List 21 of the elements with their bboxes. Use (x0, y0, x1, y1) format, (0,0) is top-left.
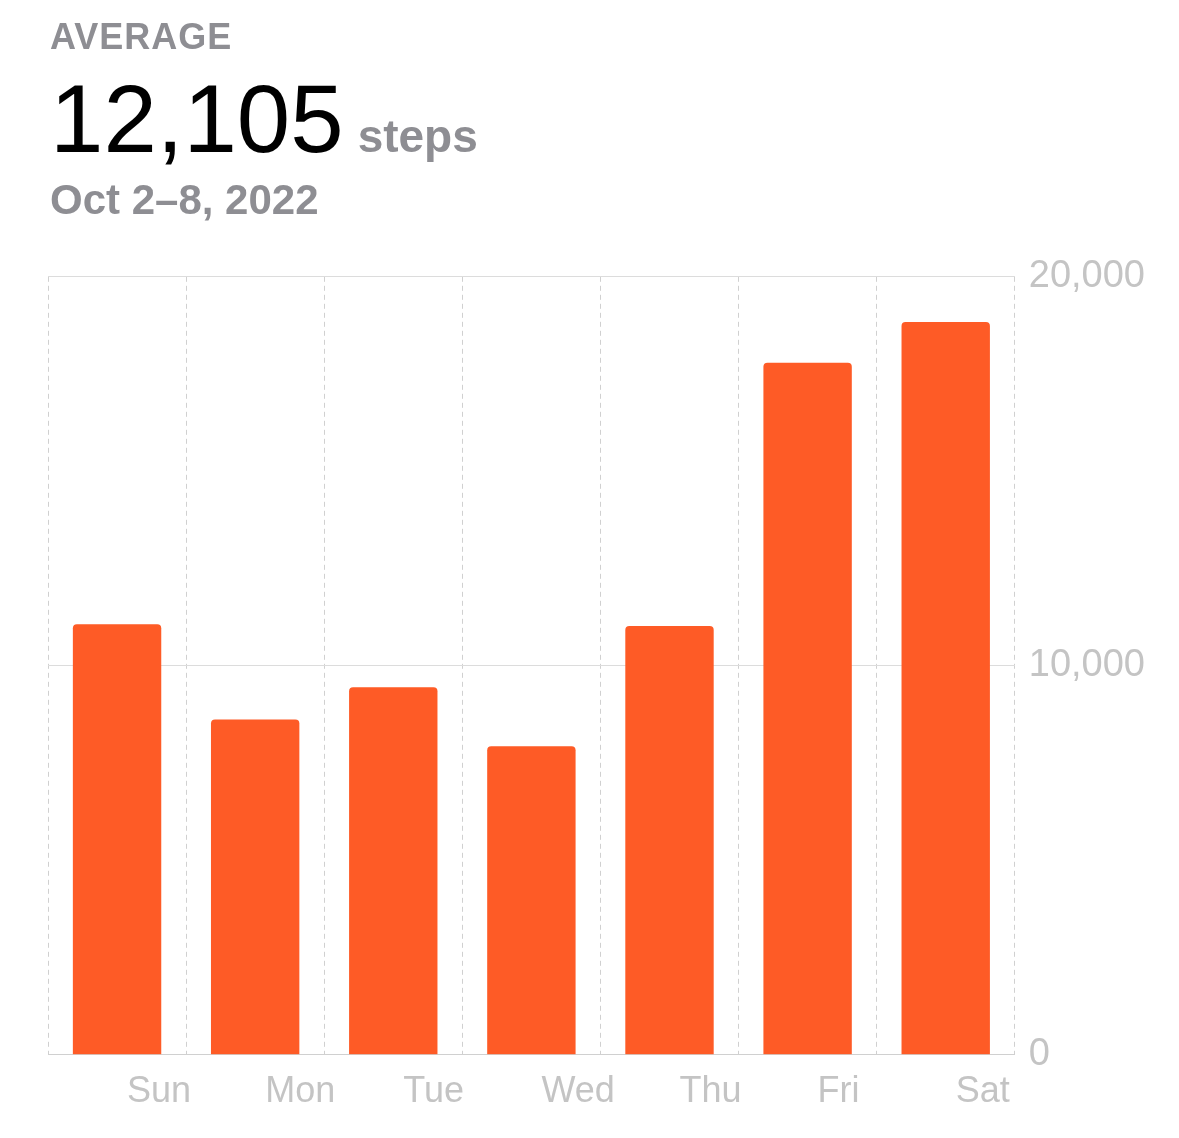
y-tick-label: 10,000 (1028, 642, 1146, 685)
x-tick-label: Sun (127, 1069, 192, 1111)
y-tick-label: 0 (1028, 1031, 1050, 1074)
x-tick-label: Wed (541, 1069, 615, 1111)
chart-title: AVERAGE (50, 16, 234, 58)
bar (72, 624, 162, 1055)
bar (901, 321, 990, 1055)
text: steps (357, 109, 478, 163)
y-tick-label: 20,000 (1028, 253, 1146, 296)
x-tick-label: Tue (403, 1069, 464, 1111)
x-tick-label: Mon (265, 1069, 336, 1111)
bar (487, 746, 576, 1055)
chart-subtitle: Oct 2–8, 2022 (50, 176, 320, 224)
bar (763, 362, 852, 1055)
x-tick-label: Sat (955, 1069, 1010, 1111)
bar (349, 687, 438, 1055)
bar (210, 719, 300, 1055)
x-tick-label: Fri (817, 1069, 860, 1111)
text: 12,105 (50, 64, 344, 174)
bar (625, 626, 714, 1055)
x-tick-label: Thu (679, 1069, 742, 1111)
